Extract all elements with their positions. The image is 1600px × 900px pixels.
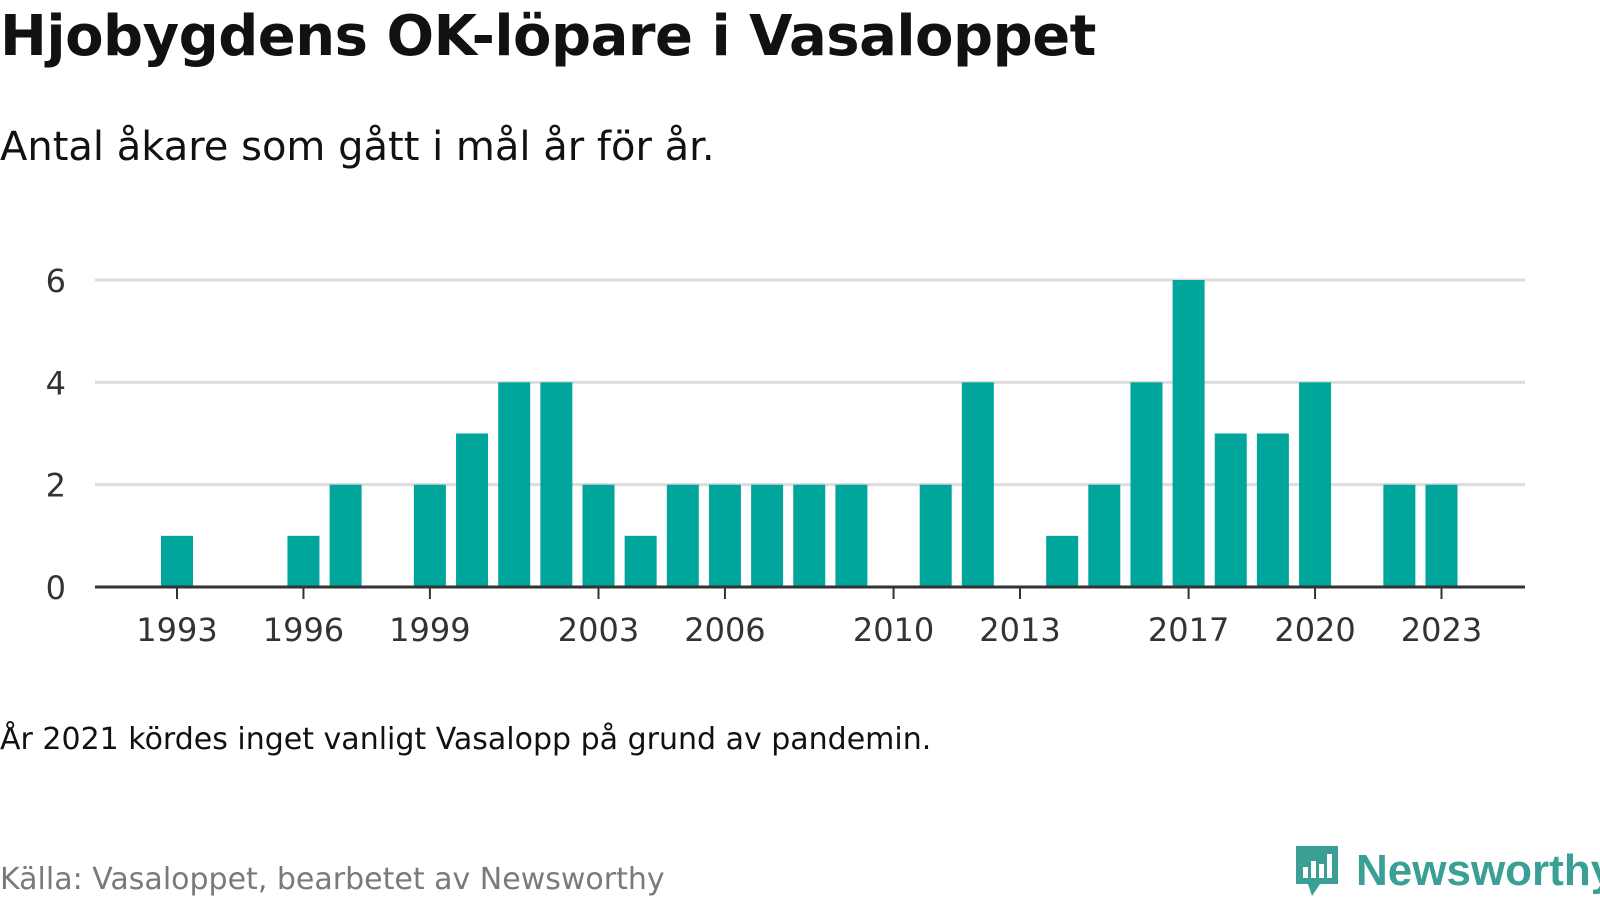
bar xyxy=(540,382,573,587)
bar xyxy=(1172,280,1205,587)
bar xyxy=(1299,382,1332,587)
bar xyxy=(666,484,699,587)
x-tick-label: 1999 xyxy=(389,611,470,649)
x-tick-label: 2006 xyxy=(684,611,765,649)
chart-title: Hjobygdens OK-löpare i Vasaloppet xyxy=(0,4,1096,69)
bar xyxy=(624,535,657,587)
bar xyxy=(1046,535,1079,587)
bar xyxy=(498,382,531,587)
chart-note: År 2021 kördes inget vanligt Vasalopp på… xyxy=(0,722,932,757)
x-tick-label: 2017 xyxy=(1148,611,1229,649)
chart-subtitle: Antal åkare som gått i mål år för år. xyxy=(0,124,715,170)
bar xyxy=(456,433,489,587)
y-tick-label: 0 xyxy=(46,569,66,607)
x-tick-label: 2013 xyxy=(979,611,1060,649)
source-text: Källa: Vasaloppet, bearbetet av Newswort… xyxy=(0,862,665,897)
y-tick-label: 4 xyxy=(46,364,66,402)
x-tick-label: 1993 xyxy=(136,611,217,649)
y-tick-label: 2 xyxy=(46,467,66,505)
bar xyxy=(793,484,826,587)
x-tick-label: 2003 xyxy=(558,611,639,649)
brand-name: Newsworthy xyxy=(1356,846,1600,895)
bar xyxy=(1256,433,1289,587)
bar xyxy=(1130,382,1163,587)
x-tick-label: 2020 xyxy=(1274,611,1355,649)
bar xyxy=(413,484,446,587)
bar xyxy=(835,484,868,587)
bar xyxy=(582,484,615,587)
bar xyxy=(329,484,362,587)
axes: 0 2 4 6 1993 1996 1999 2003 2006 2010 2013 2017 2020… xyxy=(46,262,1525,649)
bar xyxy=(708,484,741,587)
bar xyxy=(919,484,952,587)
bars xyxy=(161,280,1458,587)
y-tick-label: 6 xyxy=(46,262,66,300)
bar xyxy=(161,535,193,587)
x-tick-label: 1996 xyxy=(263,611,344,649)
x-tick-label: 2010 xyxy=(853,611,934,649)
bar xyxy=(751,484,784,587)
bar xyxy=(287,535,320,587)
bar xyxy=(1214,433,1247,587)
bar xyxy=(1383,484,1416,587)
newsworthy-logo-icon xyxy=(1296,846,1338,896)
newsworthy-brand[interactable]: Newsworthy xyxy=(1292,842,1600,900)
x-tick-label: 2023 xyxy=(1401,611,1482,649)
bar xyxy=(1088,484,1121,587)
bar xyxy=(1425,484,1458,587)
bar xyxy=(961,382,994,587)
bar-chart: 0 2 4 6 1993 1996 1999 2003 2006 2010 2013 2017 2020… xyxy=(46,262,1525,649)
